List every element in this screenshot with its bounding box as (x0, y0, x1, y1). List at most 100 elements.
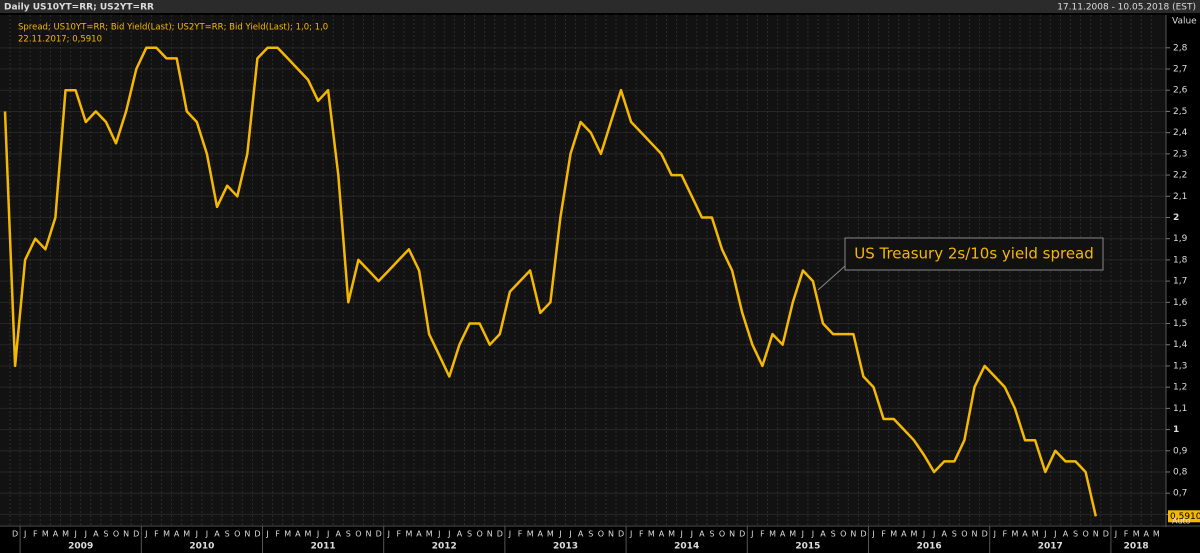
month-label: A (780, 530, 786, 539)
month-label: M (304, 530, 311, 539)
month-label: S (709, 530, 714, 539)
month-label: M (1032, 530, 1039, 539)
month-label: D (860, 530, 866, 539)
month-label: J (437, 530, 440, 539)
header-title: Daily US10YT=RR; US2YT=RR (4, 3, 154, 13)
year-label: 2012 (432, 542, 457, 552)
month-label: M (789, 530, 796, 539)
month-label: F (397, 530, 402, 539)
legend-entry: Spread; US10YT=RR; Bid Yield(Last); US2Y… (18, 23, 328, 33)
year-label: 2009 (68, 542, 93, 552)
y-tick-label: 2,5 (1173, 107, 1187, 117)
year-label: 2013 (553, 542, 578, 552)
month-label: D (376, 530, 382, 539)
y-tick-label: 1,8 (1173, 255, 1188, 265)
month-label: J (679, 530, 682, 539)
month-label: A (93, 530, 99, 539)
month-label: M (547, 530, 554, 539)
month-label: J (265, 530, 268, 539)
month-label: M (890, 530, 897, 539)
y-tick-label: 2 (1173, 213, 1179, 223)
annotation: US Treasury 2s/10s yield spread (854, 245, 1094, 263)
annotation-box (844, 237, 1104, 271)
month-label: A (901, 530, 907, 539)
month-label: O (961, 530, 967, 539)
y-axis-title: Value (1172, 17, 1197, 27)
month-label: F (518, 530, 523, 539)
month-label: M (910, 530, 917, 539)
y-tick-label: 1,2 (1173, 383, 1187, 393)
month-label: M (426, 530, 433, 539)
month-label: J (508, 530, 511, 539)
year-label: 2017 (1038, 542, 1063, 552)
header-bar (0, 0, 1200, 13)
month-label: J (1114, 530, 1117, 539)
month-label: S (588, 530, 593, 539)
month-label: N (1093, 530, 1099, 539)
current-value-label: 0,5910 (1170, 512, 1200, 522)
month-label: A (1063, 530, 1069, 539)
month-label: J (932, 530, 935, 539)
month-label: J (568, 530, 571, 539)
year-label: 2011 (311, 542, 336, 552)
month-label: D (1103, 530, 1109, 539)
month-label: J (144, 530, 147, 539)
month-label: A (942, 530, 948, 539)
month-label: S (103, 530, 108, 539)
month-label: F (1124, 530, 1129, 539)
month-label: M (183, 530, 190, 539)
month-label: M (769, 530, 776, 539)
month-label: J (801, 530, 804, 539)
year-label: 2016 (917, 542, 942, 552)
month-label: D (254, 530, 260, 539)
month-label: D (618, 530, 624, 539)
month-label: J (195, 530, 198, 539)
month-label: N (608, 530, 614, 539)
month-label: O (113, 530, 119, 539)
month-label: A (659, 530, 665, 539)
month-label: M (163, 530, 170, 539)
month-label: O (355, 530, 361, 539)
month-label: M (1153, 530, 1160, 539)
month-label: M (648, 530, 655, 539)
y-tick-label: 2,1 (1173, 192, 1187, 202)
y-tick-label: 1 (1173, 425, 1179, 435)
month-label: D (982, 530, 988, 539)
month-label: O (719, 530, 725, 539)
y-tick-label: 0,9 (1173, 446, 1188, 456)
month-label: A (53, 530, 59, 539)
month-label: S (225, 530, 230, 539)
month-label: M (284, 530, 291, 539)
month-label: J (205, 530, 208, 539)
month-label: F (33, 530, 38, 539)
scale-mode: Auto (1172, 517, 1191, 526)
month-label: O (598, 530, 604, 539)
month-label: N (123, 530, 129, 539)
y-tick-label: 0,7 (1173, 489, 1187, 499)
month-label: F (881, 530, 886, 539)
month-label: N (972, 530, 978, 539)
month-label: O (840, 530, 846, 539)
month-label: O (234, 530, 240, 539)
month-label: J (1053, 530, 1056, 539)
month-label: F (1003, 530, 1008, 539)
month-label: J (316, 530, 319, 539)
month-label: N (729, 530, 735, 539)
month-label: A (699, 530, 705, 539)
month-label: J (326, 530, 329, 539)
month-label: F (760, 530, 765, 539)
y-tick-label: 1,4 (1173, 340, 1188, 350)
year-label: 2010 (189, 542, 214, 552)
month-label: J (447, 530, 450, 539)
month-label: F (275, 530, 280, 539)
y-tick-label: 1,3 (1173, 361, 1187, 371)
month-label: N (487, 530, 493, 539)
current-value-box (1168, 510, 1200, 523)
year-label: 2018 (1124, 542, 1149, 552)
month-label: J (922, 530, 925, 539)
month-label: J (750, 530, 753, 539)
month-label: A (295, 530, 301, 539)
year-label: 2014 (674, 542, 699, 552)
month-label: A (820, 530, 826, 539)
month-label: M (62, 530, 69, 539)
